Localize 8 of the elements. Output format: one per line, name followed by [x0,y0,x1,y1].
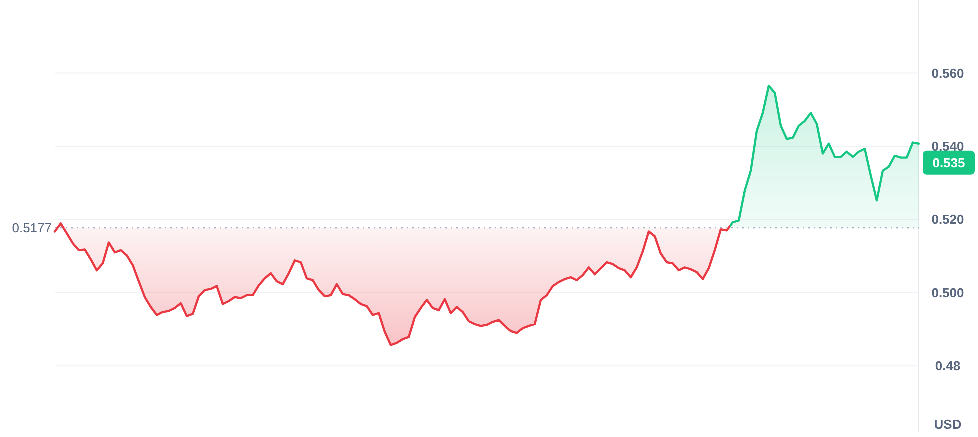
ref-line-label: 0.5177 [12,220,52,236]
y-tick-label: 0.560 [932,66,964,81]
text: 0.535 [932,155,966,170]
y-tick-label: 0.48 [935,358,961,374]
y-axis-title: USD [934,417,962,432]
y-tick-label: 0.500 [932,285,964,300]
y-tick-label: 0.520 [932,212,964,228]
y-tick-label: 0.540 [932,138,964,154]
